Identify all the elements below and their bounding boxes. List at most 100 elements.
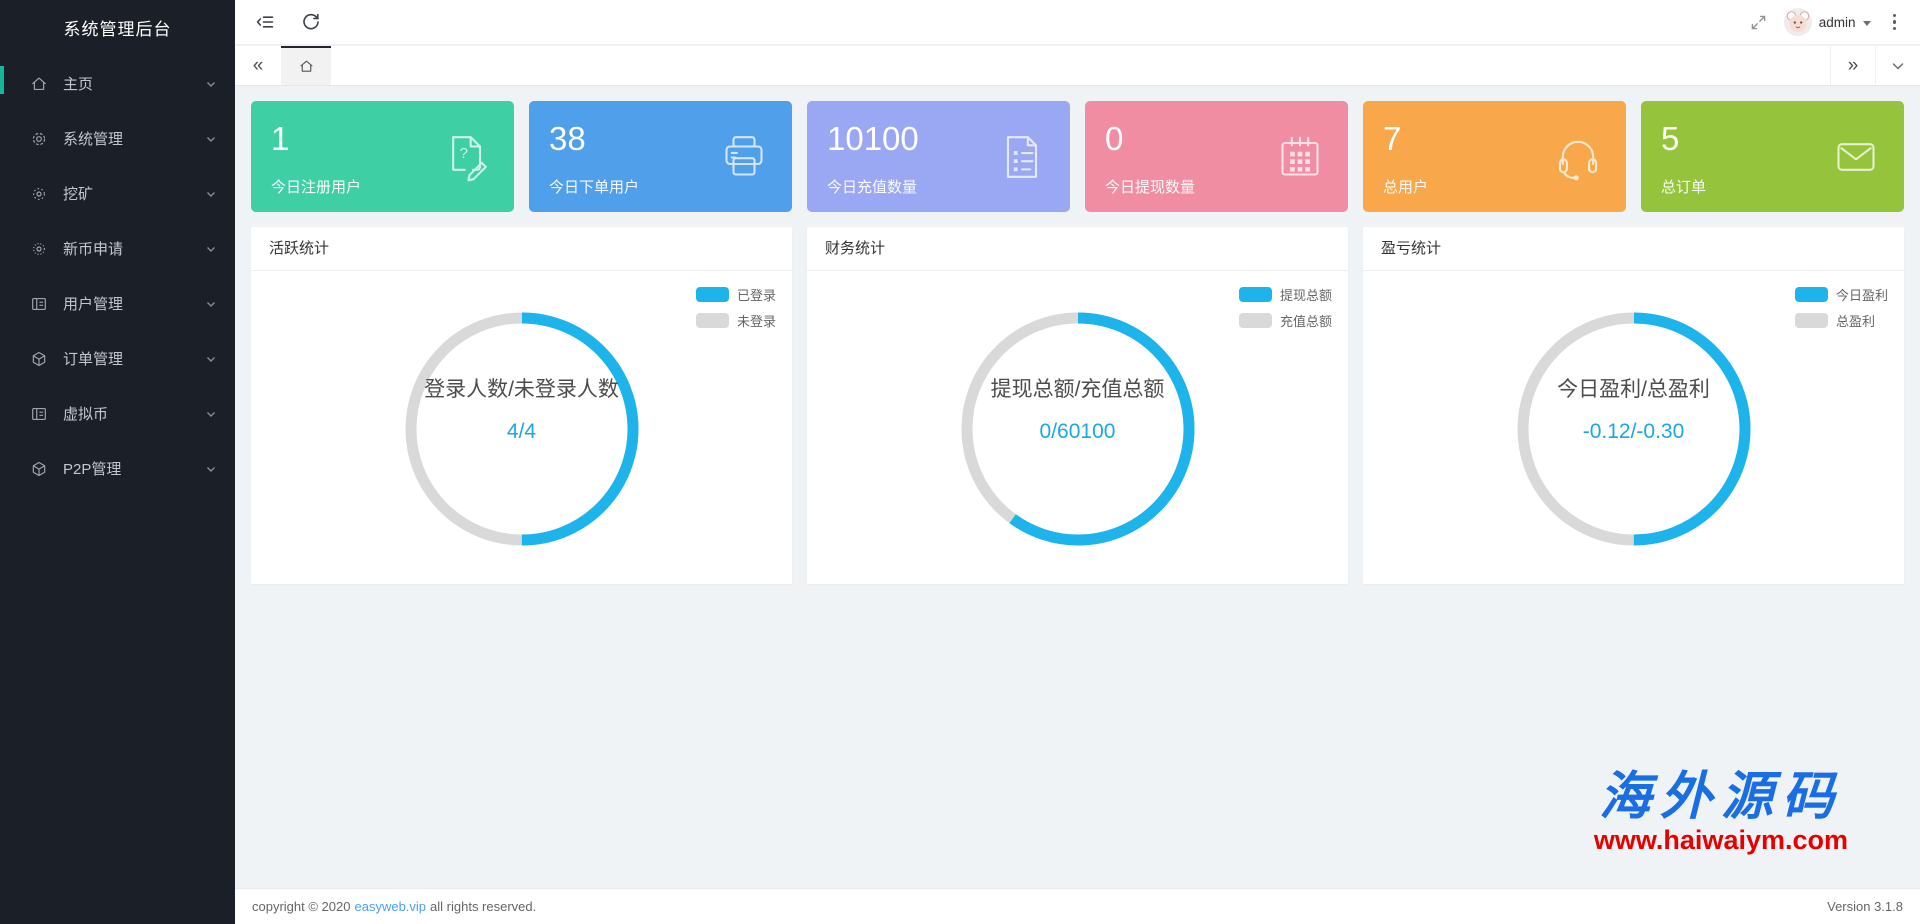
sidebar-item-p2p-management[interactable]: P2P管理 <box>0 441 235 496</box>
stat-cards-row: 1 今日注册用户 ? 38 今日下单用户 <box>251 101 1904 212</box>
sidebar-item-mining[interactable]: 挖矿 <box>0 166 235 221</box>
sidebar-item-home[interactable]: 主页 <box>0 56 235 111</box>
legend-label: 总盈利 <box>1835 314 1875 329</box>
chevron-down-icon <box>205 353 217 365</box>
sidebar-item-system-management[interactable]: 系统管理 <box>0 111 235 166</box>
chevron-down-icon <box>205 408 217 420</box>
chevron-down-icon <box>205 133 217 145</box>
sidebar-item-label: 主页 <box>63 76 94 93</box>
sidebar: 系统管理后台 主页 系统管理 挖矿 <box>0 0 235 924</box>
chevron-down-icon <box>205 243 217 255</box>
new-coin-gear-icon <box>30 240 48 258</box>
avatar <box>1783 8 1812 36</box>
easyweb-link[interactable]: easyweb.vip <box>354 899 427 914</box>
donut-center-label: 登录人数/未登录人数 <box>424 378 619 401</box>
tabs-scroll-right-button[interactable]: » <box>1830 46 1875 85</box>
legend-label: 未登录 <box>736 314 776 329</box>
main-content: 1 今日注册用户 ? 38 今日下单用户 <box>235 87 1920 888</box>
stat-card-recharges-today: 10100 今日充值数量 <box>807 101 1070 212</box>
sidebar-item-user-management[interactable]: 用户管理 <box>0 276 235 331</box>
caret-down-icon <box>1862 20 1871 26</box>
copyright-prefix: copyright © 2020 <box>252 899 351 914</box>
mining-gear-icon <box>30 185 48 203</box>
copyright-suffix: all rights reserved. <box>430 899 537 914</box>
chart-legend: 已登录 未登录 <box>695 285 776 330</box>
legend-item[interactable]: 提现总额 <box>1238 285 1332 304</box>
id-card-icon <box>30 295 48 313</box>
sidebar-item-label: 虚拟币 <box>63 406 109 423</box>
stat-label: 总用户 <box>1383 179 1429 196</box>
sidebar-item-virtual-coin[interactable]: 虚拟币 <box>0 386 235 441</box>
stat-card-withdrawals-today: 0 今日提现数量 <box>1085 101 1348 212</box>
legend-swatch <box>1238 313 1272 328</box>
sidebar-item-label: 订单管理 <box>63 351 124 368</box>
legend-item[interactable]: 今日盈利 <box>1794 285 1888 304</box>
stat-label: 今日下单用户 <box>549 179 640 196</box>
sidebar-menu: 主页 系统管理 挖矿 <box>0 56 235 496</box>
legend-item[interactable]: 未登录 <box>695 311 776 330</box>
donut-chart: 今日盈利/总盈利 -0.12/-0.30 <box>1514 309 1754 549</box>
panel-title: 活跃统计 <box>251 227 792 271</box>
printer-icon <box>716 129 772 185</box>
legend-item[interactable]: 已登录 <box>695 285 776 304</box>
stat-value: 38 <box>549 120 586 157</box>
donut-center-value: -0.12/-0.30 <box>1582 420 1685 443</box>
id-card-icon <box>30 405 48 423</box>
chart-legend: 今日盈利 总盈利 <box>1794 285 1888 330</box>
headset-icon <box>1550 129 1606 185</box>
refresh-icon[interactable] <box>301 12 321 32</box>
stat-card-registered-users-today: 1 今日注册用户 ? <box>251 101 514 212</box>
donut-center-value: 4/4 <box>506 420 537 443</box>
home-tab-icon <box>299 60 313 72</box>
sidebar-item-label: 新币申请 <box>63 241 124 258</box>
stat-value: 5 <box>1661 120 1680 157</box>
donut-center-label: 今日盈利/总盈利 <box>1557 378 1710 401</box>
copyright-text: copyright © 2020 easyweb.vip all rights … <box>252 899 536 914</box>
legend-label: 充值总额 <box>1279 314 1332 329</box>
chevron-down-icon <box>205 298 217 310</box>
chart-panels-row: 活跃统计 已登录 未登录 登录人数/未登录人数 4/4 <box>251 227 1904 584</box>
legend-item[interactable]: 充值总额 <box>1238 311 1332 330</box>
donut-center-text: 提现总额/充值总额 0/60100 <box>958 373 1198 444</box>
sidebar-item-label: 用户管理 <box>63 296 124 313</box>
username: admin <box>1818 14 1856 30</box>
stat-value: 1 <box>271 120 290 157</box>
stat-value: 0 <box>1105 120 1124 157</box>
contract-edit-icon: ? <box>438 129 494 185</box>
chevron-down-icon <box>205 78 217 90</box>
home-icon <box>30 75 48 93</box>
cube-icon <box>30 460 48 478</box>
donut-center-text: 今日盈利/总盈利 -0.12/-0.30 <box>1514 373 1754 444</box>
panel-profit-stats: 盈亏统计 今日盈利 总盈利 今日盈利/总盈利 -0.12/-0. <box>1363 227 1904 584</box>
tabs-scroll-left-button[interactable]: « <box>252 54 264 76</box>
tabs-menu-button[interactable] <box>1875 46 1920 85</box>
legend-swatch <box>1794 313 1828 328</box>
stat-card-total-orders: 5 总订单 <box>1641 101 1904 212</box>
sidebar-item-label: 系统管理 <box>63 131 124 148</box>
panel-title: 盈亏统计 <box>1363 227 1904 271</box>
fullscreen-icon[interactable] <box>1749 13 1768 32</box>
sidebar-item-order-management[interactable]: 订单管理 <box>0 331 235 386</box>
legend-swatch <box>695 313 729 328</box>
menu-fold-icon[interactable] <box>255 12 275 32</box>
donut-chart: 登录人数/未登录人数 4/4 <box>402 309 642 549</box>
legend-item[interactable]: 总盈利 <box>1794 311 1888 330</box>
legend-swatch <box>695 287 729 302</box>
tab-bar: « » <box>235 46 1920 86</box>
document-list-icon <box>994 129 1050 185</box>
legend-label: 提现总额 <box>1279 288 1332 303</box>
donut-center-value: 0/60100 <box>1039 420 1116 443</box>
chevron-down-icon <box>205 463 217 475</box>
stat-card-orders-users-today: 38 今日下单用户 <box>529 101 792 212</box>
envelope-icon <box>1828 129 1884 185</box>
sidebar-item-new-coin-application[interactable]: 新币申请 <box>0 221 235 276</box>
donut-center-label: 提现总额/充值总额 <box>990 378 1165 401</box>
sidebar-item-label: P2P管理 <box>63 461 122 478</box>
calendar-icon <box>1272 129 1328 185</box>
tab-home[interactable] <box>281 46 331 85</box>
legend-swatch <box>1238 287 1272 302</box>
user-menu[interactable]: admin <box>1783 8 1871 36</box>
more-options-icon[interactable] <box>1887 12 1903 33</box>
legend-label: 今日盈利 <box>1835 288 1888 303</box>
chart-legend: 提现总额 充值总额 <box>1238 285 1332 330</box>
